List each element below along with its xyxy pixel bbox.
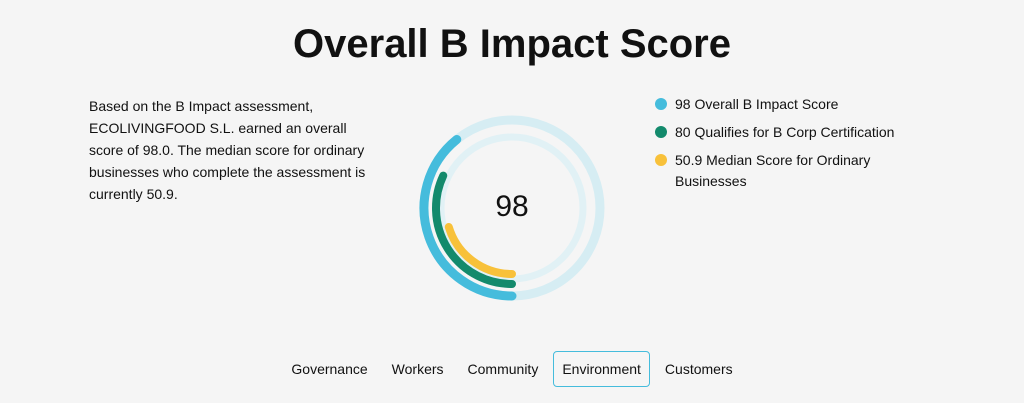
score-arc (432, 171, 516, 288)
tabs: Governance Workers Community Environment Cus… (0, 351, 1024, 387)
legend-dot (655, 126, 667, 138)
legend-dot (655, 98, 667, 110)
legend-item: 80 Qualifies for B Corp Certification (655, 122, 915, 143)
tab[interactable]: Environment (553, 351, 650, 387)
legend-value: 98 (675, 96, 691, 112)
legend-label: Overall B Impact Score (694, 96, 839, 112)
tab[interactable]: Workers (391, 361, 444, 377)
legend-label: Qualifies for B Corp Certification (694, 124, 895, 140)
ring-track (437, 133, 587, 283)
center-score: 98 (495, 190, 528, 223)
legend-label: Median Score for Ordinary Businesses (675, 152, 871, 189)
legend-item: 98 Overall B Impact Score (655, 94, 915, 115)
title: Overall B Impact Score (293, 22, 731, 66)
legend: 98 Overall B Impact Score 80 Qualifies fo… (655, 94, 915, 199)
score-arc (444, 222, 516, 278)
legend-item: 50.9 Median Score for Ordinary Businesse… (655, 150, 915, 192)
legend-value: 50.9 (675, 152, 703, 168)
description: Based on the B Impact assessment, ECOLIV… (89, 98, 366, 202)
score-arc (419, 134, 517, 301)
tab[interactable]: Community (467, 361, 539, 377)
legend-dot (655, 154, 667, 166)
tab[interactable]: Customers (664, 361, 733, 377)
tab[interactable]: Governance (291, 361, 368, 377)
legend-value: 80 (675, 124, 691, 140)
